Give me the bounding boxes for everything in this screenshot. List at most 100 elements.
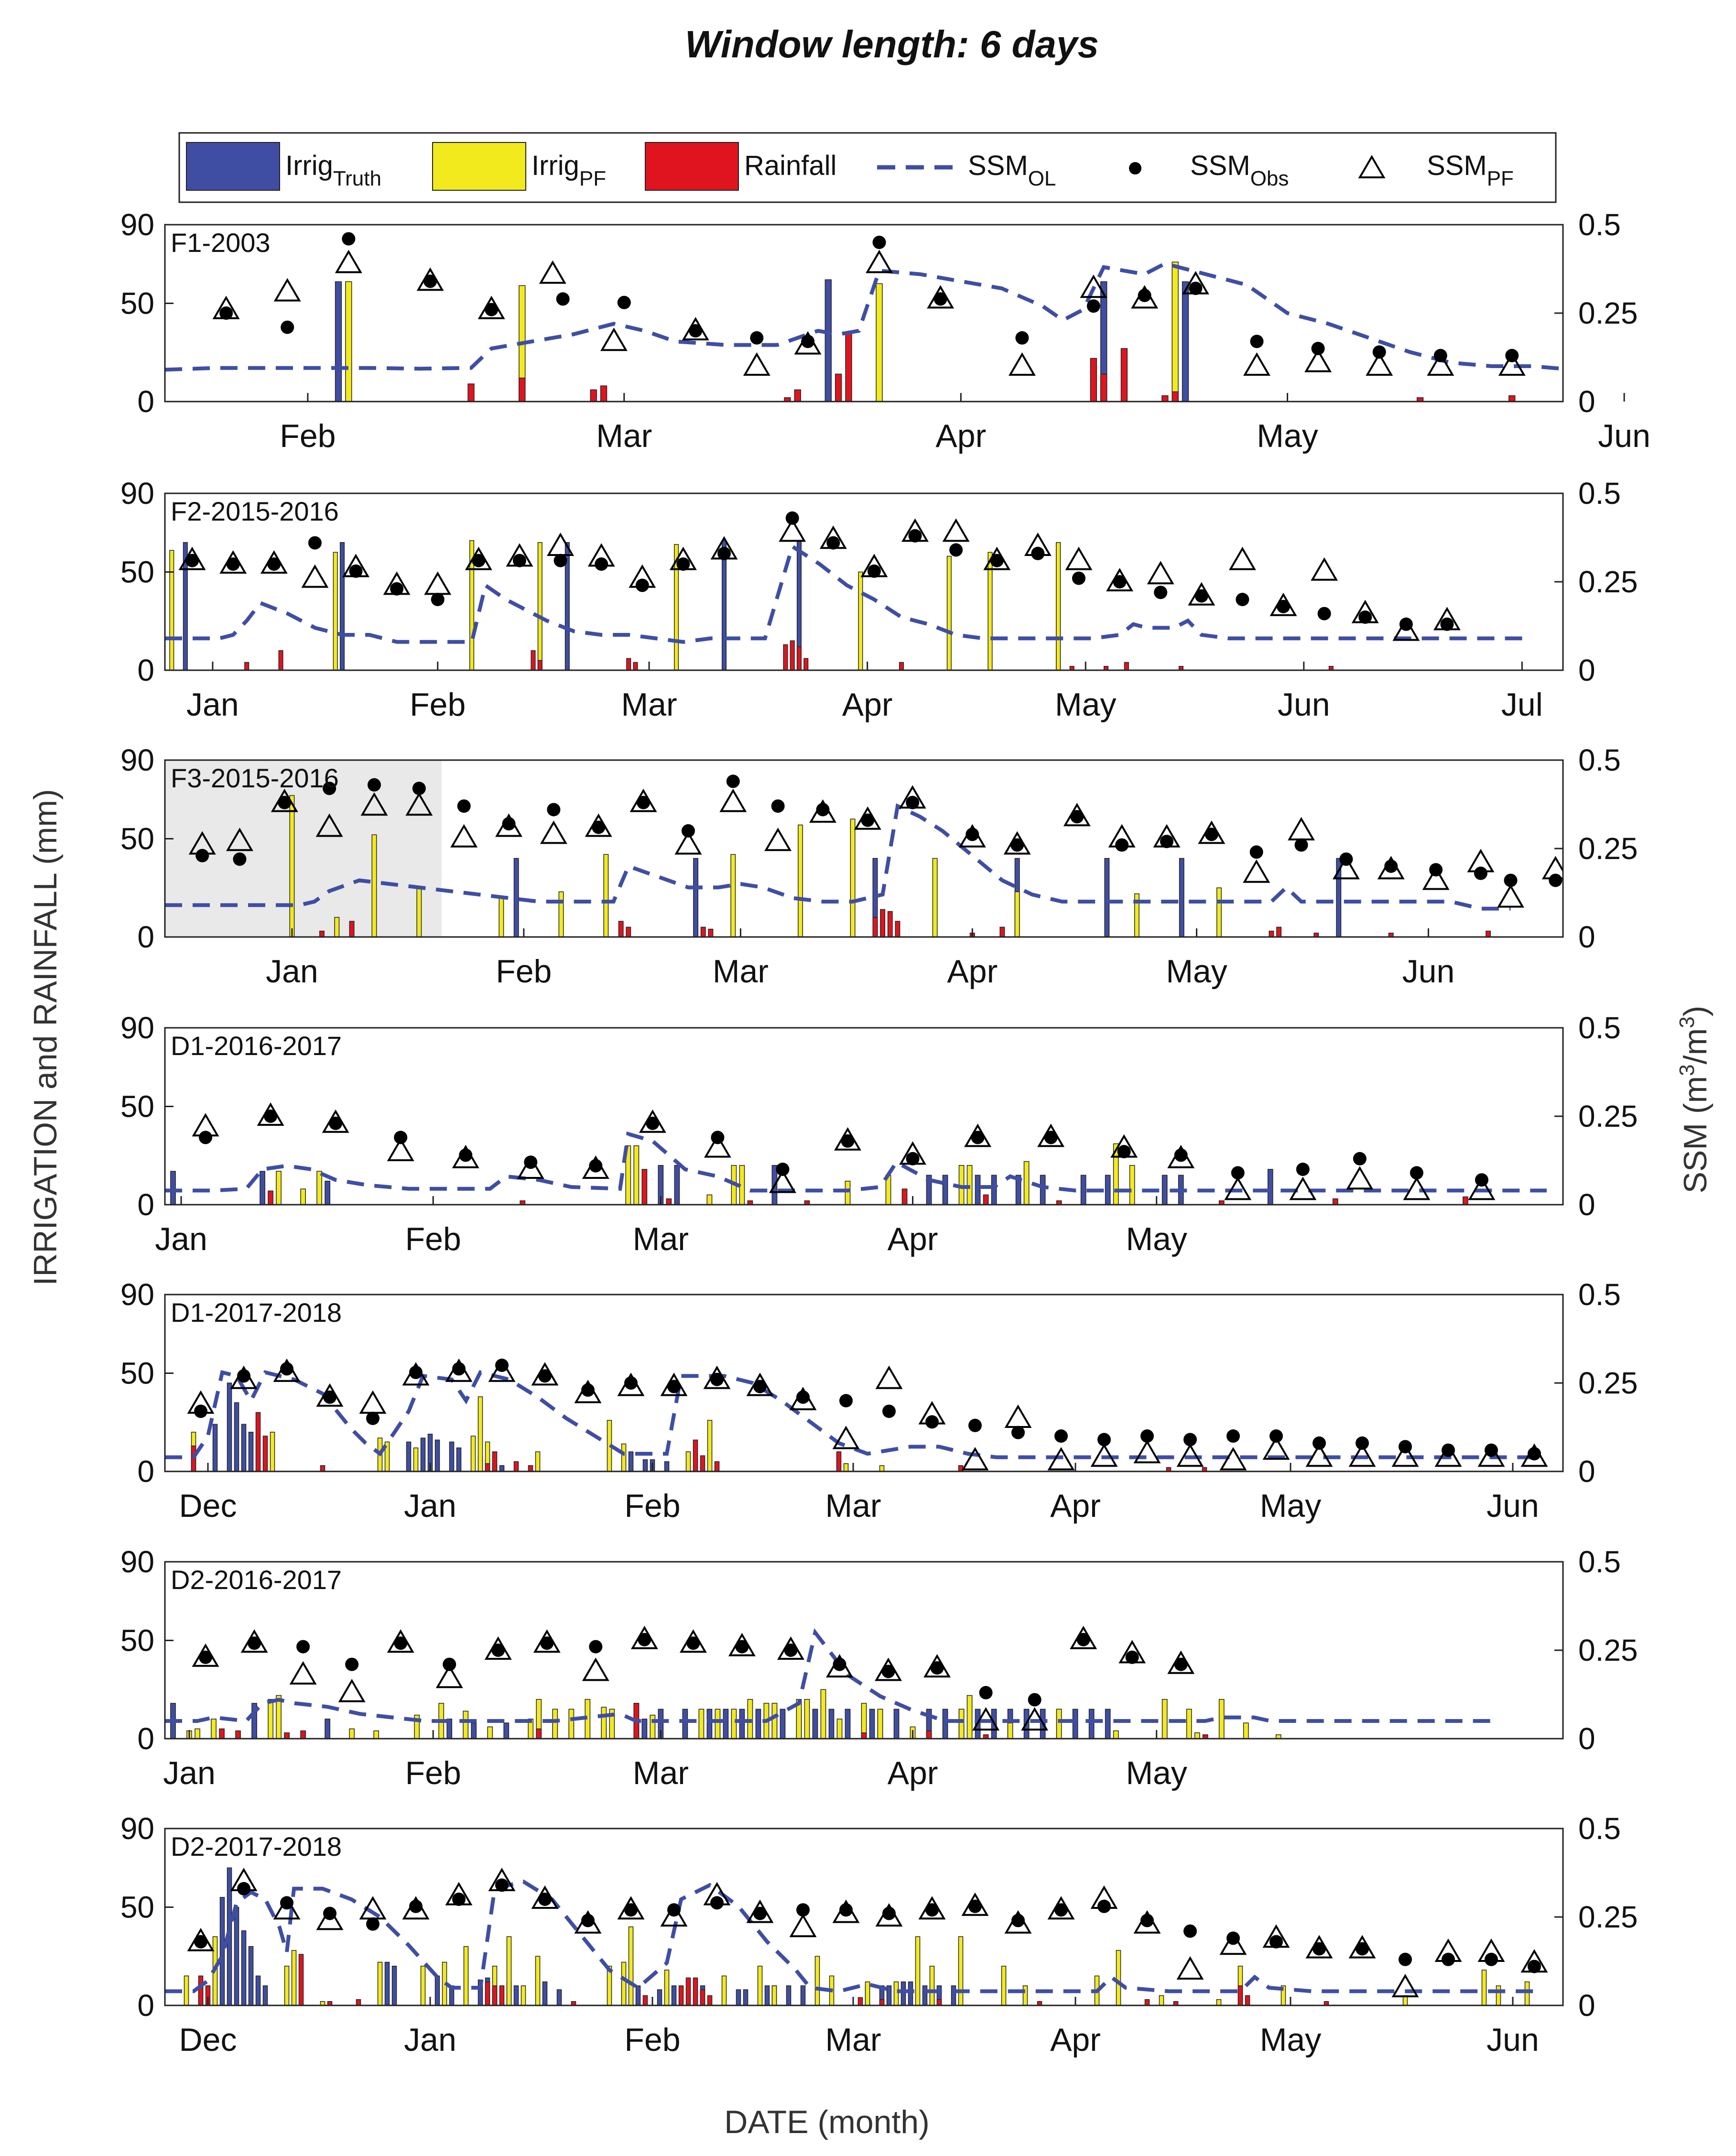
ssm-obs-point [1236, 593, 1249, 606]
ssm-pf-point [779, 518, 806, 542]
irrig-truth-bar [780, 1709, 786, 1739]
rainfall-bar [319, 930, 325, 937]
month-tick-label: May [1126, 1755, 1187, 1791]
rainfall-bar [1237, 1985, 1243, 2005]
ssm-obs-point [710, 1896, 724, 1910]
rainfall-bar [1124, 662, 1129, 670]
ssm-pf-point [495, 813, 522, 837]
irrig-truth-bar [641, 1719, 648, 1739]
irrig-pf-bar [1186, 1709, 1192, 1739]
ssm-pf-point [942, 518, 970, 542]
ssm-obs-point [1160, 835, 1173, 849]
ssm-obs-point [1399, 617, 1413, 631]
rainfall-bar [958, 1465, 964, 1471]
ssm-obs-point [595, 557, 608, 571]
ssm-obs-point [264, 1110, 278, 1123]
irrig-pf-bar [932, 858, 938, 937]
rainfall-bar [796, 646, 802, 670]
ssm-pf-point [669, 546, 697, 570]
ssm-pf-point [1304, 348, 1332, 372]
month-tick-label: May [1257, 418, 1318, 454]
ssm-pf-point [743, 352, 770, 376]
ssm-pf-point [383, 571, 411, 595]
irrig-pf-bar [650, 1714, 656, 1739]
rainfall-bar [1090, 358, 1097, 402]
right-tick-label: 0.25 [1578, 1366, 1638, 1400]
month-tick-label: May [1260, 1488, 1321, 1524]
left-tick-label: 90 [120, 476, 154, 511]
rainfall-bar [1245, 1995, 1250, 2005]
ssm-obs-point [1015, 331, 1029, 345]
ssm-obs-point [195, 849, 209, 862]
ssm-obs-point [1549, 873, 1562, 887]
y-right-title-end: ) [1677, 1006, 1714, 1017]
x-axis-title: DATE (month) [724, 2104, 929, 2140]
rainfall-bar [356, 1999, 361, 2005]
ssm-obs-point [1356, 1436, 1369, 1450]
ssm-pf-point [1427, 352, 1454, 376]
ssm-pf-point [1021, 1707, 1049, 1731]
ssm-pf-point [1131, 285, 1159, 309]
irrig-pf-bar [685, 1451, 691, 1471]
irrig-pf-bar [958, 1709, 965, 1739]
ssm-obs-point [194, 1405, 207, 1418]
irrig-pf-bar [721, 1975, 727, 2005]
ssm-obs-point [1442, 1443, 1455, 1457]
ssm-pf-point [1167, 1650, 1195, 1674]
left-tick-label: 50 [120, 821, 154, 856]
rainfall-bar [899, 662, 904, 670]
ssm-pf-point [289, 1661, 317, 1685]
ssm-obs-point [979, 1686, 993, 1699]
month-tick-label: Jun [1278, 686, 1330, 723]
month-tick-label: Feb [410, 686, 466, 723]
ssm-pf-point [703, 1365, 731, 1389]
ssm-obs-point [1031, 546, 1045, 560]
panel-label: D1-2016-2017 [171, 1031, 342, 1061]
ssm-pf-point [257, 1102, 284, 1126]
ssm-obs-point [237, 1882, 250, 1895]
ssm-pf-point [1422, 866, 1450, 890]
irrig-pf-bar [334, 917, 340, 937]
right-tick-label: 0.25 [1578, 1633, 1638, 1667]
ssm-obs-point [452, 1893, 466, 1906]
panel-F3-2015-2016: 0 50 90 0 0.25 0.5 Jan Feb Mar Apr May Jun F3-2015-2… [120, 743, 1638, 990]
legend-label-irrig_pf: IrrigPF [532, 150, 606, 190]
rainfall-bar [678, 1985, 684, 2005]
ssm-pf-point [1289, 1176, 1317, 1200]
ssm-pf-point [1305, 1935, 1333, 1959]
rainfall-bar [693, 1439, 698, 1471]
ssm-pf-point [1346, 1166, 1374, 1190]
irrig-truth-bar [420, 1437, 426, 1471]
rainfall-bar [700, 1989, 705, 2005]
rainfall-bar [1218, 1200, 1225, 1205]
ssm-pf-point [230, 1365, 258, 1389]
ssm-obs-point [1485, 1952, 1498, 1966]
ssm-obs-point [199, 1650, 213, 1664]
ssm-obs-point [617, 295, 631, 309]
ssm-obs-point [342, 232, 356, 246]
ssm-pf-point [1332, 856, 1360, 880]
irrig-pf-bar [1481, 1970, 1487, 2005]
month-tick-label: Jan [155, 1221, 207, 1257]
left-tick-label: 0 [137, 1988, 154, 2023]
ssm-ol-line [165, 1131, 1547, 1193]
ssm-obs-point [841, 1134, 855, 1148]
ssm-obs-point [248, 1636, 261, 1650]
ssm-obs-point [1070, 810, 1084, 824]
panel-F1-2003: 0 50 90 0 0.25 0.5 Feb Mar Apr May Jun F1-2003 [120, 207, 1650, 454]
legend-item-ssm_pf: SSMPF [1358, 150, 1514, 190]
irrig-pf-bar [929, 1966, 935, 2005]
rainfall-bar [528, 1465, 533, 1471]
ssm-obs-point [990, 554, 1004, 567]
irrig-pf-bar [845, 1180, 851, 1205]
panel-label: F1-2003 [171, 228, 271, 258]
ssm-pf-point [1498, 352, 1526, 376]
ssm-obs-point [219, 306, 233, 320]
right-tick-label: 0 [1578, 1454, 1595, 1489]
irrig-pf-bar [373, 1730, 380, 1739]
ssm-obs-point [646, 1116, 660, 1130]
rainfall-bar [1324, 2001, 1329, 2005]
ssm-obs-point [1440, 617, 1454, 631]
ssm-obs-point [1296, 1163, 1310, 1176]
right-tick-label: 0.25 [1578, 831, 1638, 866]
